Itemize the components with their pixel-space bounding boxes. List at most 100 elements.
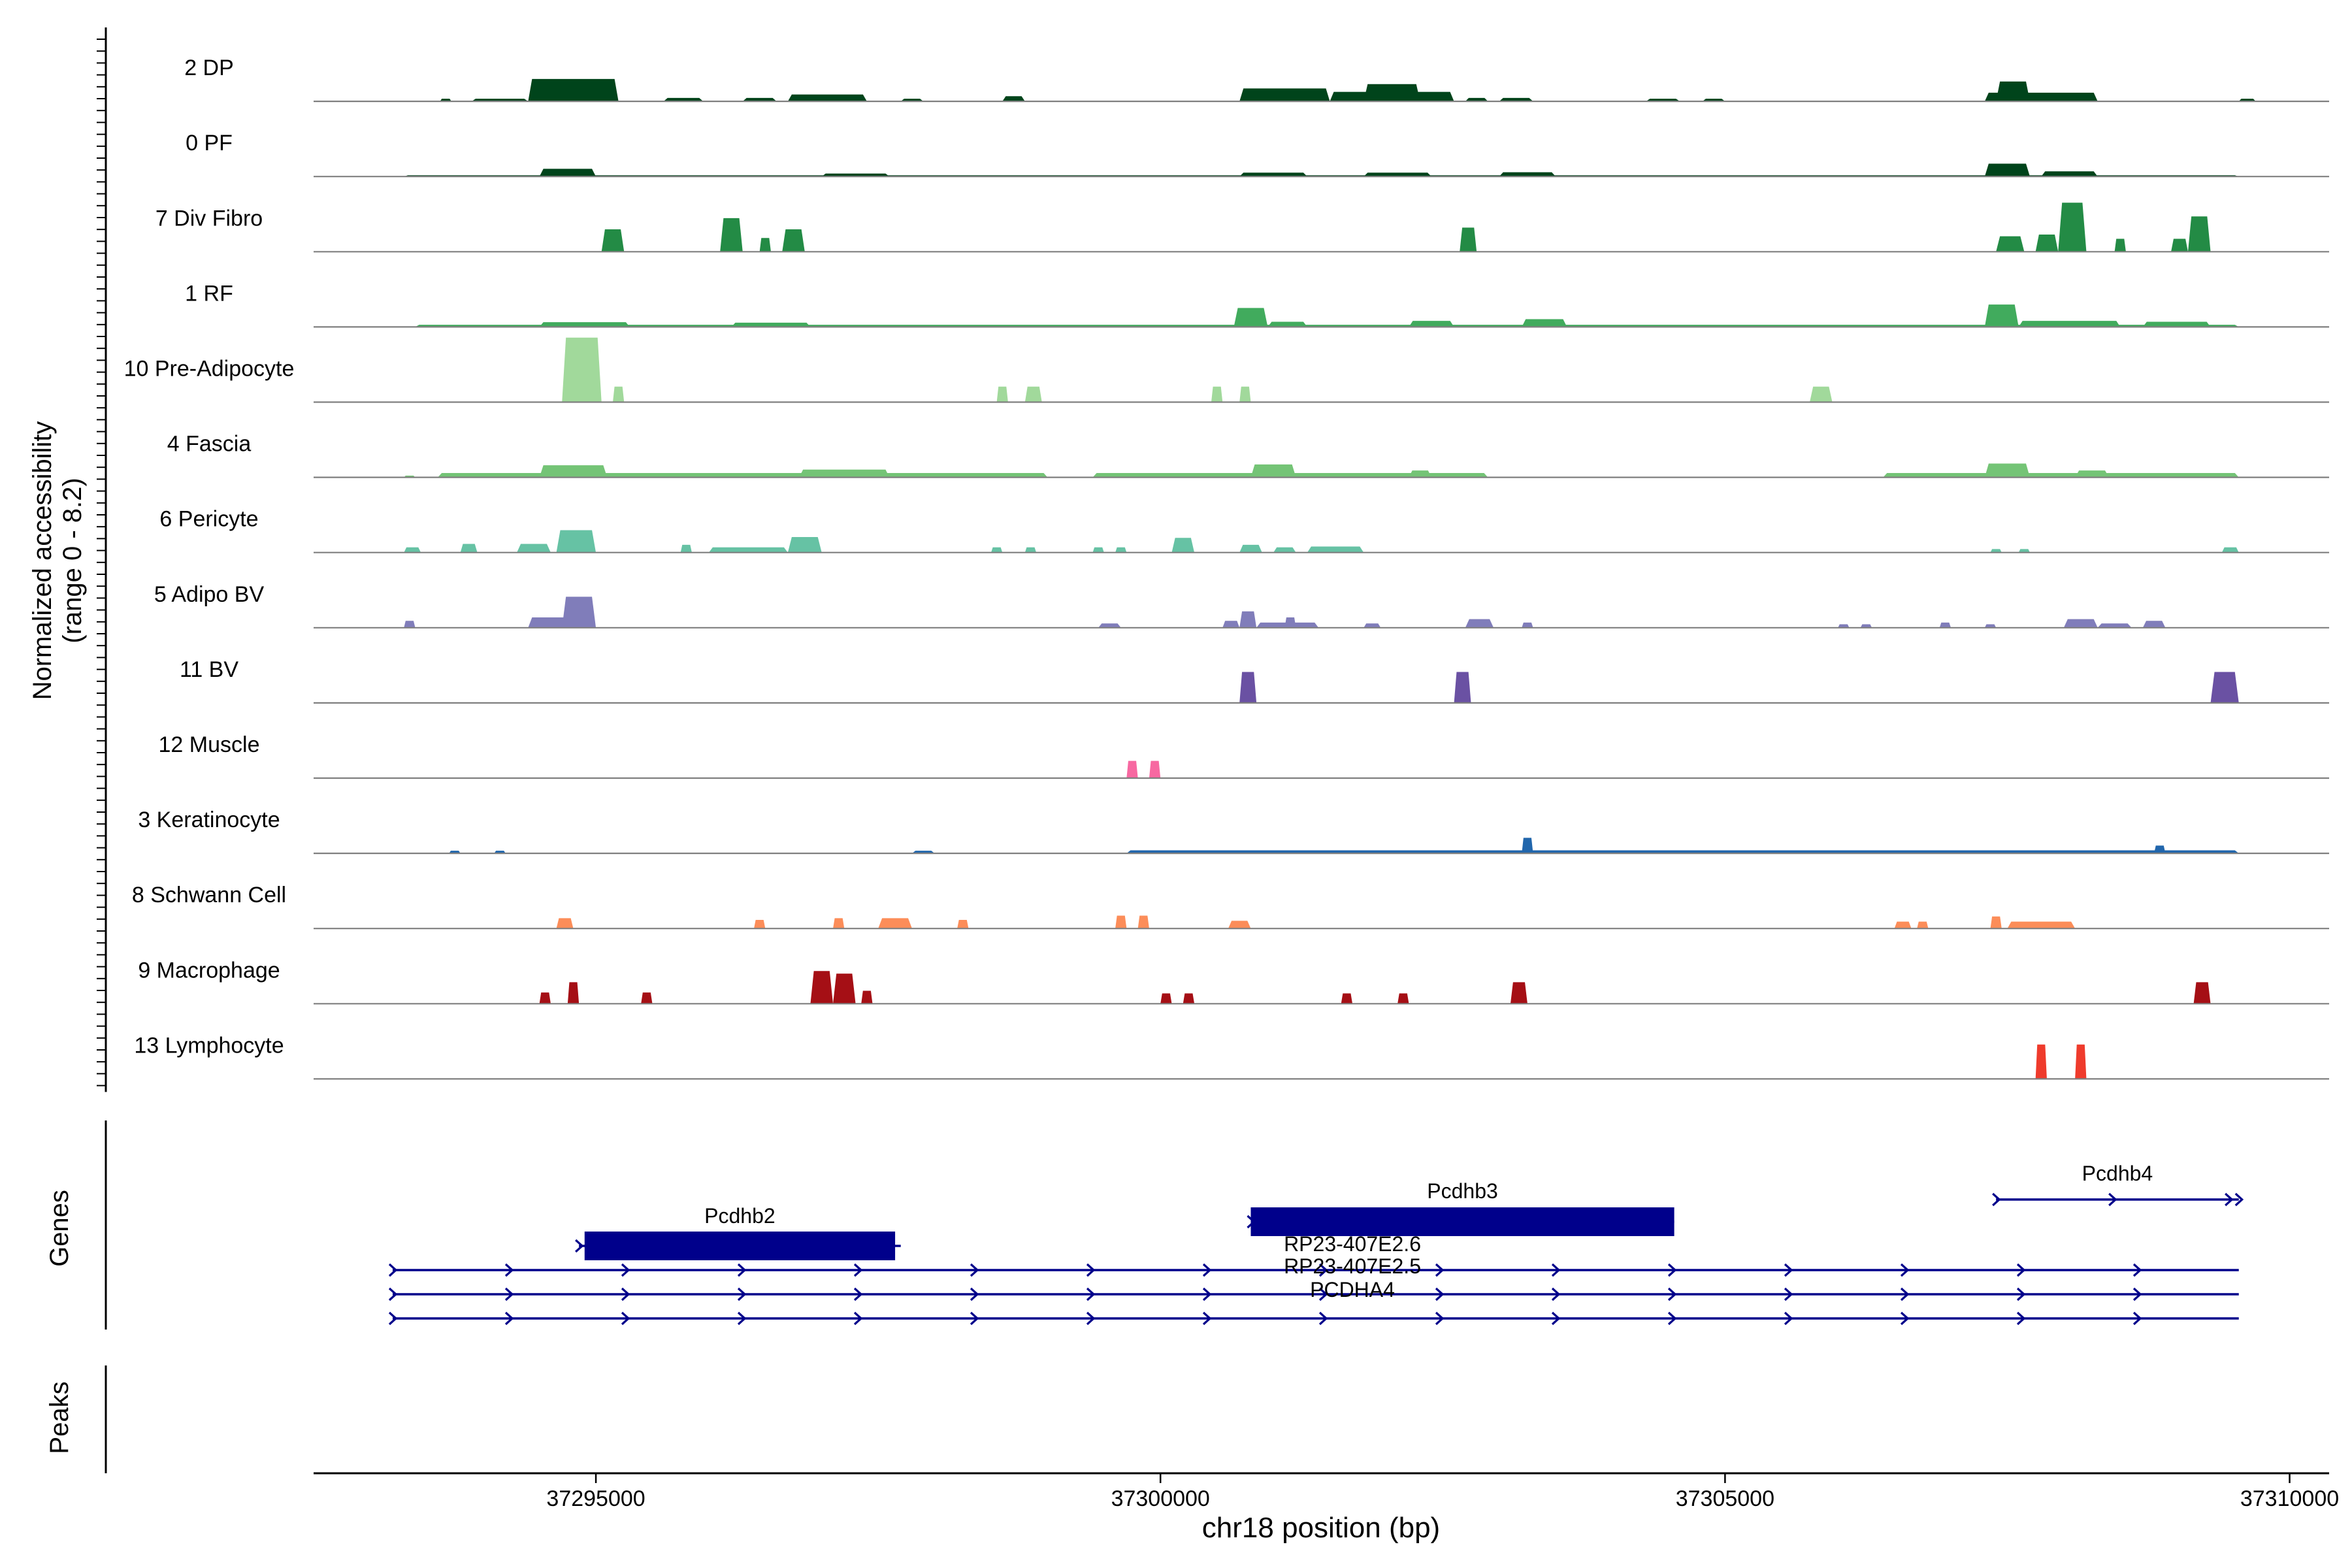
coverage-peak (1183, 993, 1195, 1004)
coverage-peak (460, 544, 478, 553)
coverage-peak (612, 386, 625, 402)
track-label: 3 Keratinocyte (138, 808, 280, 832)
strand-arrow (1992, 1192, 2001, 1207)
coverage-peak (562, 337, 602, 402)
coverage-peak (1838, 624, 1850, 628)
strand-arrow (1900, 1311, 1910, 1326)
coverage-peak (878, 918, 912, 929)
coverage-peak (404, 547, 421, 553)
coverage-peak (2187, 216, 2211, 252)
strand-arrow (1900, 1263, 1910, 1277)
coverage-peak (957, 920, 969, 929)
strand-arrow (1318, 1311, 1328, 1326)
coverage-peak (1341, 993, 1353, 1004)
track-label: 13 Lymphocyte (134, 1033, 284, 1058)
strand-arrow (2016, 1311, 2026, 1326)
x-axis-title: chr18 position (bp) (1202, 1512, 1440, 1544)
coverage-peak (539, 992, 551, 1004)
strand-arrow (1900, 1287, 1910, 1301)
strand-arrow (1667, 1311, 1677, 1326)
coverage-peak (601, 229, 625, 252)
strand-arrow (1202, 1263, 1212, 1277)
track-label: 0 PF (186, 131, 233, 155)
strand-arrow (1086, 1311, 1096, 1326)
track-7-div-fibro: 7 Div Fibro (155, 203, 2329, 253)
track-13-lymphocyte: 13 Lymphocyte (134, 1033, 2329, 1080)
coverage-peak (1239, 88, 1330, 102)
coverage-peak (1917, 921, 1929, 929)
coverage-peak (1460, 227, 1477, 252)
strand-arrow (2234, 1192, 2244, 1207)
genes-panel: Pcdhb2 Pcdhb3 Pcdhb4 RP23-407E2.6RP23-407E2… (105, 1120, 2244, 1330)
coverage-peak (1024, 547, 1037, 553)
coverage-peak (1307, 546, 1364, 553)
coverage-peak (996, 386, 1008, 402)
coverage-peak (990, 547, 1003, 553)
coverage-peak (1939, 622, 1952, 628)
strand-arrow (1784, 1263, 1793, 1277)
strand-arrow (2108, 1192, 2117, 1207)
track-1-rf: 1 RF (185, 281, 2329, 328)
genes-track-label: Genes (45, 1190, 74, 1267)
track-0-pf: 0 PF (186, 131, 2329, 178)
strand-arrow (737, 1287, 747, 1301)
coverage-peak (2171, 238, 2188, 252)
strand-arrow (504, 1263, 514, 1277)
y-axis-label-line1: Normalized accessibility (28, 421, 57, 700)
strand-arrow (621, 1311, 630, 1326)
coverage-peak (833, 973, 856, 1004)
coverage-peak (1984, 304, 2019, 327)
coverage-peak (2221, 547, 2239, 553)
coverage-peak (731, 322, 811, 327)
coverage-peak (2035, 1044, 2047, 1079)
coverage-peak (2035, 234, 2059, 252)
gene-exon (1250, 1207, 1674, 1236)
coverage-peak (1239, 611, 1257, 628)
track-11-bv: 11 BV (180, 657, 2329, 704)
track-5-adipo-bv: 5 Adipo BV (154, 582, 2329, 629)
coverage-peak (1239, 672, 1257, 703)
track-label: 1 RF (185, 281, 233, 306)
x-tick-label: 37300000 (1111, 1486, 1210, 1511)
track-4-fascia: 4 Fascia (167, 432, 2329, 478)
coverage-peak (1239, 386, 1251, 402)
coverage-peak (2007, 921, 2076, 929)
coverage-peak (1522, 622, 1533, 628)
strand-arrow (970, 1287, 979, 1301)
strand-arrow (388, 1311, 398, 1326)
coverage-peak (1233, 308, 1268, 327)
coverage-peak (810, 971, 834, 1004)
coverage-peak (2041, 171, 2098, 177)
coverage-peak (1990, 549, 2002, 553)
strand-arrow (575, 1239, 584, 1253)
coverage-peak (2193, 982, 2211, 1004)
track-label: 4 Fascia (167, 432, 252, 457)
track-2-dp: 2 DP (184, 56, 2329, 103)
coverage-peak (2142, 321, 2211, 327)
coverage-peak (567, 982, 580, 1004)
track-label: 2 DP (184, 56, 234, 80)
coverage-peak (2075, 1044, 2087, 1079)
coverage-peak (556, 918, 574, 929)
coverage-peak (1984, 163, 2031, 177)
coverage-peak (1126, 850, 2239, 854)
gene-exon (584, 1232, 896, 1260)
strand-arrow (970, 1311, 979, 1326)
strand-arrow (1202, 1287, 1212, 1301)
coverage-peak (1996, 236, 2025, 252)
x-axis: 37295000 37300000 37305000 37310000 (314, 1472, 2339, 1511)
coverage-peak (1510, 982, 1527, 1004)
coverage-peak (556, 530, 596, 553)
coverage-peak (787, 94, 867, 102)
coverage-peak (1454, 672, 1471, 703)
coverage-peak (1273, 547, 1296, 553)
strand-arrow (1551, 1263, 1561, 1277)
strand-arrow (1086, 1263, 1096, 1277)
gene-rp23-407e2-6: RP23-407E2.6 (388, 1232, 2239, 1277)
coverage-peak (759, 238, 771, 252)
coverage-peak (1883, 473, 2239, 478)
coverage-peak (821, 173, 890, 177)
coverage-peak (1522, 838, 1533, 854)
gene-label: PCDHA4 (1310, 1278, 1395, 1301)
